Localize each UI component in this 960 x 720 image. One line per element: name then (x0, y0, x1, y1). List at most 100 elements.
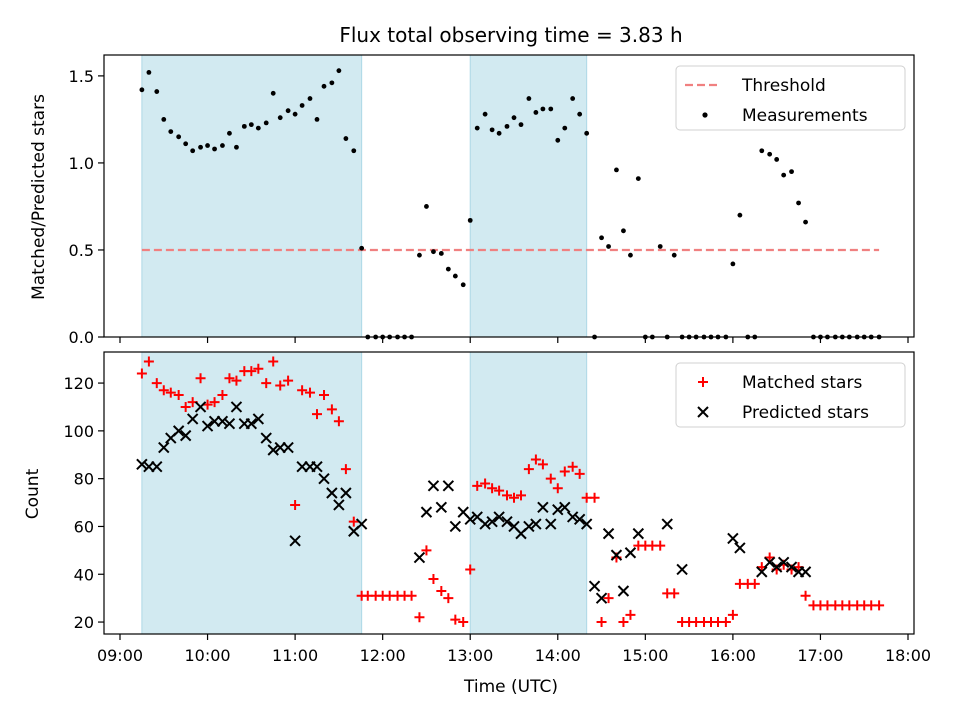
legend-box (675, 362, 906, 428)
data-point (268, 356, 279, 367)
legend-box (675, 65, 906, 131)
data-point (530, 454, 541, 465)
x-tick-label: 09:00 (97, 646, 143, 665)
data-point (734, 542, 746, 554)
data-point (577, 111, 583, 117)
data-point (669, 588, 680, 599)
data-point (180, 401, 191, 412)
data-point (307, 96, 313, 101)
data-point (671, 252, 677, 258)
data-point (275, 380, 286, 391)
data-point (803, 219, 808, 225)
data-point (234, 144, 239, 150)
data-point (486, 515, 498, 528)
data-point (596, 617, 607, 628)
data-point (632, 527, 645, 540)
data-point (359, 245, 365, 251)
data-point (523, 464, 534, 475)
data-point (326, 404, 337, 415)
data-point (263, 120, 269, 126)
data-point (511, 115, 517, 121)
data-point (588, 580, 601, 592)
data-point (321, 83, 327, 89)
data-point (277, 115, 283, 121)
data-point (312, 409, 322, 420)
data-point (186, 413, 199, 425)
legend: Threshold Measurements (675, 65, 906, 131)
x-tick-label: 14:00 (535, 646, 581, 665)
data-point (253, 363, 264, 374)
x-tick-label: 11:00 (272, 646, 318, 665)
data-point (727, 609, 738, 620)
data-point (413, 551, 426, 564)
data-point (460, 282, 466, 288)
data-point (406, 590, 417, 601)
data-point (545, 518, 557, 530)
data-point (749, 578, 760, 589)
y-tick-label: 1.0 (69, 154, 94, 173)
data-point (165, 387, 176, 398)
x-tick-label: 15:00 (622, 646, 668, 665)
shaded-window-0 (141, 54, 363, 338)
legend-label: Measurements (742, 106, 868, 126)
data-point (800, 590, 811, 601)
data-point (494, 485, 505, 496)
data-point (143, 356, 154, 367)
data-point (479, 518, 491, 530)
data-point (602, 527, 615, 540)
data-point (333, 499, 345, 511)
data-point (584, 130, 590, 136)
data-point (333, 416, 344, 427)
data-point (493, 511, 505, 523)
x-tick-label: 16:00 (710, 646, 756, 665)
data-point (450, 614, 461, 625)
legend-marker (698, 377, 708, 387)
data-point (194, 401, 207, 413)
data-point (318, 472, 330, 485)
data-point (212, 146, 217, 152)
data-point (139, 87, 145, 93)
y-tick-label: 0.5 (69, 241, 94, 260)
shaded-window-1 (469, 351, 588, 635)
data-point (151, 461, 163, 473)
data-point (472, 480, 483, 491)
data-point (255, 125, 261, 131)
data-point (201, 420, 214, 432)
y-tick-label: 40 (74, 565, 94, 584)
data-point (343, 136, 349, 141)
legend: Matched stars Predicted stars (675, 362, 906, 428)
data-point (552, 504, 564, 516)
data-point (504, 123, 510, 129)
ratio-panel: 0.0 0.5 1.0 1.5 Threshold Measurements (69, 54, 915, 347)
data-point (445, 266, 451, 272)
data-point (248, 122, 254, 128)
data-point (566, 511, 579, 523)
shaded-window-0 (141, 351, 363, 635)
series-0 (136, 356, 885, 628)
data-point (562, 125, 568, 131)
data-point (482, 111, 488, 117)
x-tick-label: 12:00 (360, 646, 406, 665)
data-point (227, 130, 232, 136)
data-point (540, 106, 546, 112)
data-point (209, 397, 220, 408)
data-point (246, 366, 257, 377)
data-point (501, 515, 513, 528)
data-point (151, 378, 162, 389)
data-point (224, 373, 235, 384)
data-point (730, 261, 736, 267)
data-point (336, 68, 342, 74)
data-point (216, 415, 229, 428)
data-point (655, 540, 666, 551)
data-point (467, 217, 473, 223)
data-point (537, 501, 549, 514)
data-point (190, 148, 196, 154)
legend-marker (702, 112, 708, 118)
data-point (154, 89, 160, 94)
data-point (329, 80, 335, 86)
y-axis-label-count: Count (23, 468, 43, 519)
y-tick-label: 80 (74, 470, 94, 489)
data-point (559, 466, 570, 477)
data-point (759, 148, 765, 154)
